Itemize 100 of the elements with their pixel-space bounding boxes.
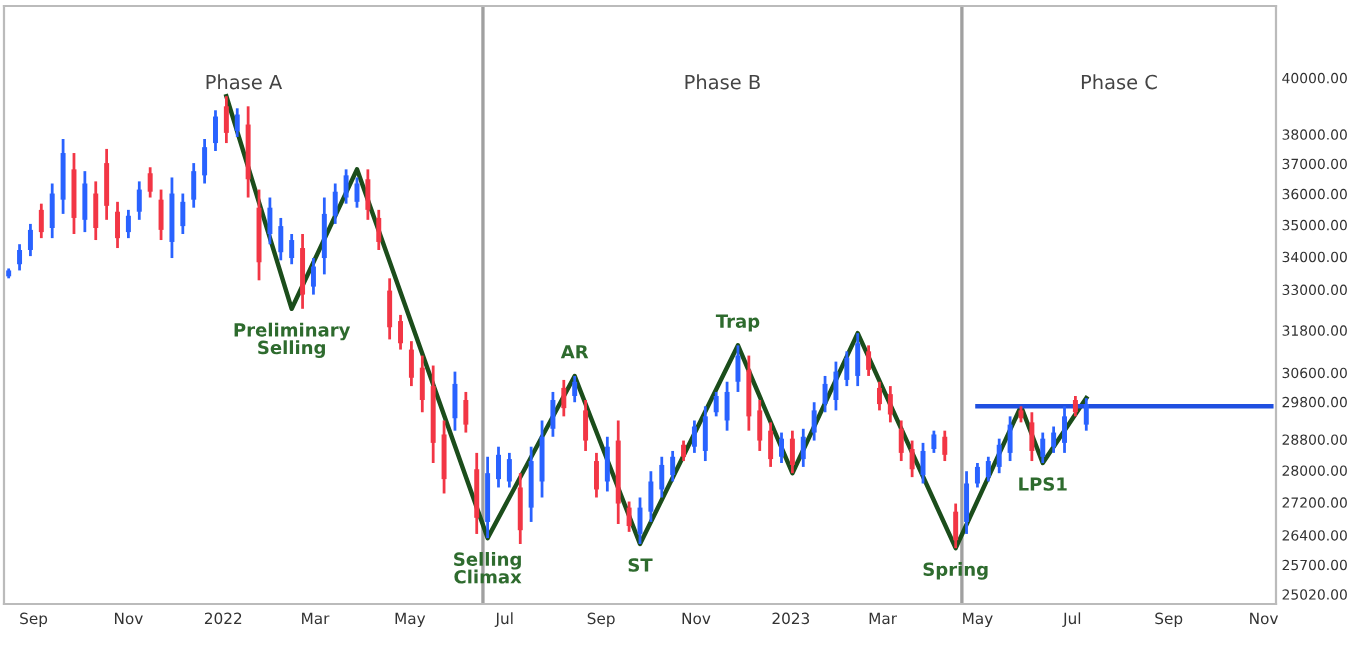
annotation: ST xyxy=(628,558,653,572)
candlestick xyxy=(125,208,131,240)
candlestick xyxy=(49,182,55,240)
candlestick xyxy=(942,429,948,463)
candlestick xyxy=(702,404,708,463)
candlestick xyxy=(376,208,382,252)
candlestick xyxy=(517,471,523,546)
candlestick xyxy=(757,398,763,453)
candlestick xyxy=(104,147,110,222)
candlestick xyxy=(452,370,458,433)
annotation: Selling Climax xyxy=(454,552,522,584)
candlestick xyxy=(561,378,567,418)
candlestick xyxy=(670,449,676,483)
candlestick xyxy=(887,384,893,424)
candlestick xyxy=(180,192,186,236)
candlestick xyxy=(310,256,316,297)
candlestick xyxy=(419,354,425,414)
annotation: Spring xyxy=(923,562,988,580)
candlestick xyxy=(855,331,861,388)
line-series xyxy=(224,93,1089,551)
candlestick xyxy=(1040,431,1046,465)
candlestick xyxy=(463,390,469,434)
candlestick xyxy=(779,431,784,465)
candlestick xyxy=(60,137,66,216)
candlestick xyxy=(724,380,730,433)
candlestick xyxy=(27,222,33,258)
annotation: Phase B xyxy=(685,74,760,90)
candlestick xyxy=(234,106,240,139)
candlestick xyxy=(191,161,197,210)
annotation: AR xyxy=(560,345,589,359)
annotation: LPS1 xyxy=(1019,477,1067,491)
candlestick xyxy=(506,451,512,489)
candlestick xyxy=(626,500,632,534)
candlestick xyxy=(691,419,697,455)
candlestick xyxy=(583,398,589,453)
annotation: Phase C xyxy=(1081,74,1157,90)
candlestick xyxy=(332,182,338,226)
candlestick xyxy=(496,445,501,489)
annotation: Phase A xyxy=(206,74,283,90)
candlestick xyxy=(953,502,959,550)
candlestick xyxy=(354,176,360,210)
candlestick xyxy=(800,427,806,469)
candlestick xyxy=(365,167,371,222)
candlestick xyxy=(1029,410,1035,463)
annotation: Trap xyxy=(715,314,760,332)
candlestick xyxy=(223,94,229,145)
candlestick xyxy=(593,451,599,499)
candlestick xyxy=(93,179,99,242)
candlestick xyxy=(789,429,795,475)
candlestick xyxy=(1007,414,1013,463)
candlestick xyxy=(822,374,828,414)
candlestick xyxy=(202,137,208,185)
candlestick xyxy=(713,390,719,418)
candlestick xyxy=(964,469,970,536)
candlestick xyxy=(17,242,23,272)
candlestick xyxy=(833,360,839,412)
candlestick xyxy=(931,429,937,455)
candlestick xyxy=(550,390,556,439)
candlestick xyxy=(539,419,545,499)
candlestick xyxy=(768,420,774,469)
candlestick xyxy=(212,108,218,153)
candlestick xyxy=(898,419,904,463)
candlestick xyxy=(746,354,752,433)
candlestick xyxy=(136,179,142,222)
candlestick xyxy=(158,188,164,242)
candlestick xyxy=(1083,396,1089,433)
candlestick xyxy=(681,439,687,463)
candlestick xyxy=(398,313,404,351)
candlestick xyxy=(866,343,872,378)
candlestick xyxy=(300,232,306,311)
candlestick xyxy=(996,437,1002,475)
candlestick xyxy=(82,169,88,234)
candlestick xyxy=(909,439,915,479)
candlestick xyxy=(844,349,850,388)
candlestick xyxy=(278,216,284,262)
candlestick xyxy=(1051,425,1057,455)
candlestick xyxy=(289,232,295,266)
candlestick xyxy=(1062,404,1068,455)
candlestick xyxy=(648,469,654,524)
candlestick xyxy=(38,202,44,240)
candlestick xyxy=(920,441,926,485)
candlestick xyxy=(604,435,610,493)
candlestick xyxy=(387,276,393,341)
candlestick xyxy=(572,374,578,404)
candlestick xyxy=(811,400,817,442)
candlestick xyxy=(659,455,665,499)
candlestick xyxy=(1072,394,1078,418)
candlestick xyxy=(343,167,349,206)
candlestick xyxy=(735,343,741,394)
candlestick xyxy=(528,445,534,524)
candlestick xyxy=(876,380,882,412)
annotation: Preliminary Selling xyxy=(234,322,351,358)
candlestick xyxy=(974,461,980,489)
candlestick xyxy=(321,196,327,276)
candlestick xyxy=(441,419,447,495)
candlestick xyxy=(408,339,414,388)
candlestick xyxy=(985,455,991,483)
candlestick xyxy=(147,165,153,199)
candlestick xyxy=(267,196,273,246)
candlestick xyxy=(115,200,120,250)
